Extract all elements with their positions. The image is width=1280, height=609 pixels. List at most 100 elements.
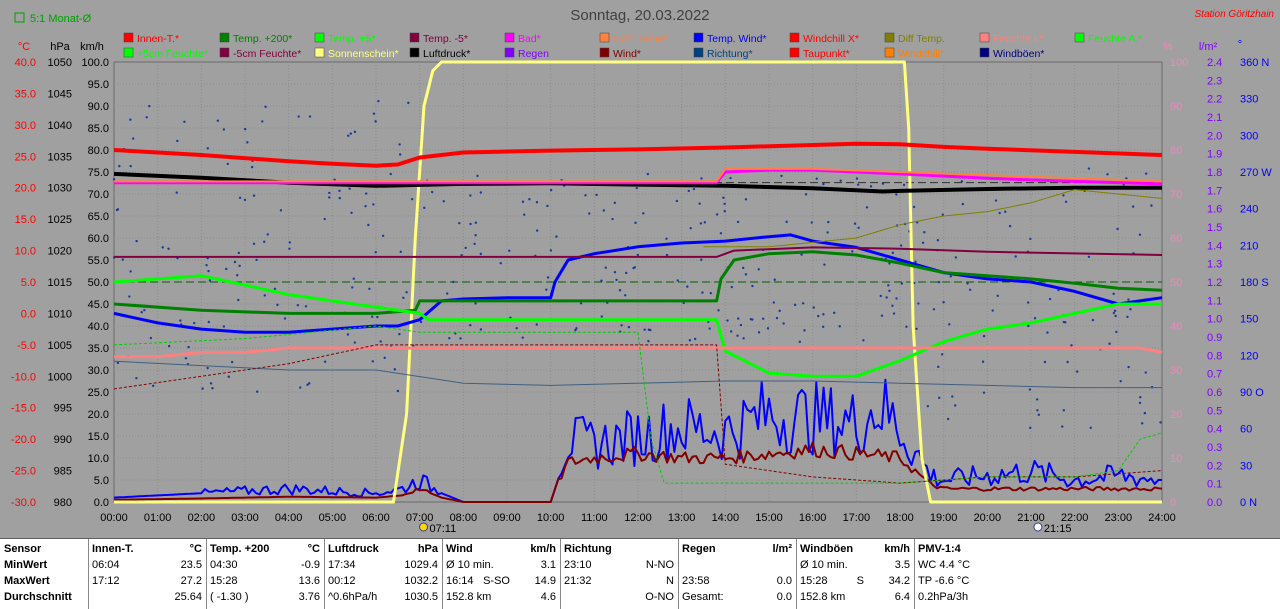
direction-point: [914, 260, 917, 264]
legend-label: Gast Temp*: [613, 33, 668, 45]
direction-point: [211, 387, 214, 390]
direction-point: [389, 172, 392, 176]
direction-point: [372, 112, 376, 115]
direction-point: [306, 383, 309, 386]
direction-point: [676, 279, 679, 282]
direction-point: [932, 308, 936, 311]
direction-line: [113, 360, 1162, 389]
direction-point: [379, 340, 382, 343]
direction-point: [804, 193, 808, 196]
direction-point: [179, 319, 182, 322]
direction-point: [942, 301, 945, 304]
direction-point: [762, 317, 765, 320]
stats-row: ( -1.30 ) 3.76: [210, 589, 320, 605]
direction-point: [222, 325, 226, 328]
direction-point: [243, 127, 247, 131]
stats-cell: Windböen: [800, 543, 854, 555]
time-tick-label: 00:00: [100, 512, 128, 524]
direction-point: [398, 153, 402, 156]
direction-point: [521, 200, 525, 203]
wind-tick-label: 40.0: [88, 321, 109, 333]
temp-plus5-line: [113, 274, 1162, 378]
direction-point: [140, 311, 143, 314]
stats-cell: 3.76: [298, 591, 320, 603]
pressure-tick-label: 1040: [48, 120, 72, 132]
direction-point: [398, 332, 401, 336]
time-tick-label: 01:00: [144, 512, 172, 524]
direction-point: [545, 288, 548, 291]
direction-point: [383, 356, 386, 360]
direction-point: [584, 194, 587, 197]
direction-point: [264, 105, 267, 108]
legend-label: Windchill X*: [803, 33, 859, 45]
stats-row: 152.8 km 6.4: [800, 589, 910, 605]
direction-point: [1150, 204, 1153, 207]
direction-point: [717, 309, 720, 312]
direction-point: [902, 183, 906, 187]
direction-point: [368, 287, 371, 291]
humidity-tick-label: 100: [1170, 57, 1188, 69]
direction-point: [798, 340, 802, 343]
time-tick-label: 24:00: [1148, 512, 1176, 524]
stats-cell: 34.2: [888, 575, 910, 587]
legend-label: Richtung*: [707, 48, 753, 60]
direction-point: [1119, 379, 1122, 383]
legend-swatch: [409, 32, 420, 43]
temp-tick-label: 20.0: [15, 183, 36, 195]
direction-point: [862, 339, 865, 342]
temp-tick-label: -10.0: [11, 371, 36, 383]
direction-point: [994, 199, 998, 202]
direction-tick-label: 60: [1240, 424, 1252, 436]
direction-point: [549, 188, 553, 192]
direction-point: [555, 235, 558, 238]
direction-point: [208, 279, 212, 282]
direction-point: [1037, 413, 1040, 416]
direction-point: [129, 164, 132, 168]
direction-point: [981, 360, 985, 363]
legend-swatch: [599, 47, 610, 58]
wind-axis-unit: km/h: [80, 41, 104, 53]
stats-row: MaxWert: [4, 573, 84, 589]
stats-row: 15:28 S 34.2: [800, 573, 910, 589]
direction-point: [535, 229, 539, 232]
direction-point: [895, 297, 898, 300]
stats-header: PMV-1:4: [918, 541, 1268, 557]
direction-point: [423, 206, 426, 210]
direction-point: [207, 269, 210, 273]
humidity-tick-label: 30: [1170, 365, 1182, 377]
direction-point: [459, 337, 462, 340]
rain-tick-label: 2.4: [1207, 57, 1222, 69]
direction-point: [600, 279, 603, 282]
stats-cell: WC 4.4 °C: [918, 559, 971, 571]
direction-point: [238, 264, 241, 268]
stats-cell: 4.6: [540, 591, 556, 603]
wind-tick-label: 50.0: [88, 277, 109, 289]
direction-point: [393, 368, 397, 371]
direction-point: [346, 333, 350, 336]
stats-row: 04:30 -0.9: [210, 557, 320, 573]
stats-row: 25.64: [92, 589, 202, 605]
direction-point: [279, 209, 283, 212]
direction-point: [937, 365, 940, 369]
direction-point: [885, 296, 888, 299]
direction-point: [1112, 311, 1116, 315]
direction-point: [923, 231, 926, 234]
direction-point: [1061, 425, 1064, 428]
stats-column: Richtung 23:10 N-NO 21:32 N O-NO: [560, 539, 679, 609]
direction-point: [523, 213, 526, 216]
direction-point: [1143, 411, 1147, 415]
direction-point: [183, 120, 186, 123]
direction-point: [729, 330, 733, 333]
direction-point: [1048, 297, 1052, 301]
time-tick-label: 19:00: [930, 512, 958, 524]
direction-point: [546, 204, 549, 208]
legend-label: Diff Temp.: [898, 33, 945, 45]
stats-cell: 13.6: [298, 575, 320, 587]
stats-column: Windböen km/h Ø 10 min. 3.5 15:28 S 34.2 152.8 …: [796, 539, 915, 609]
direction-point: [206, 366, 209, 370]
direction-point: [772, 301, 776, 304]
time-tick-label: 06:00: [362, 512, 390, 524]
stats-cell: °C: [307, 543, 320, 555]
legend-label: Luftdruck*: [423, 48, 470, 60]
monthly-average-checkbox[interactable]: [14, 12, 25, 23]
